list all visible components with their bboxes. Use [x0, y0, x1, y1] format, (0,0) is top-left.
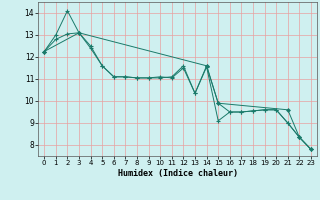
X-axis label: Humidex (Indice chaleur): Humidex (Indice chaleur)	[118, 169, 238, 178]
